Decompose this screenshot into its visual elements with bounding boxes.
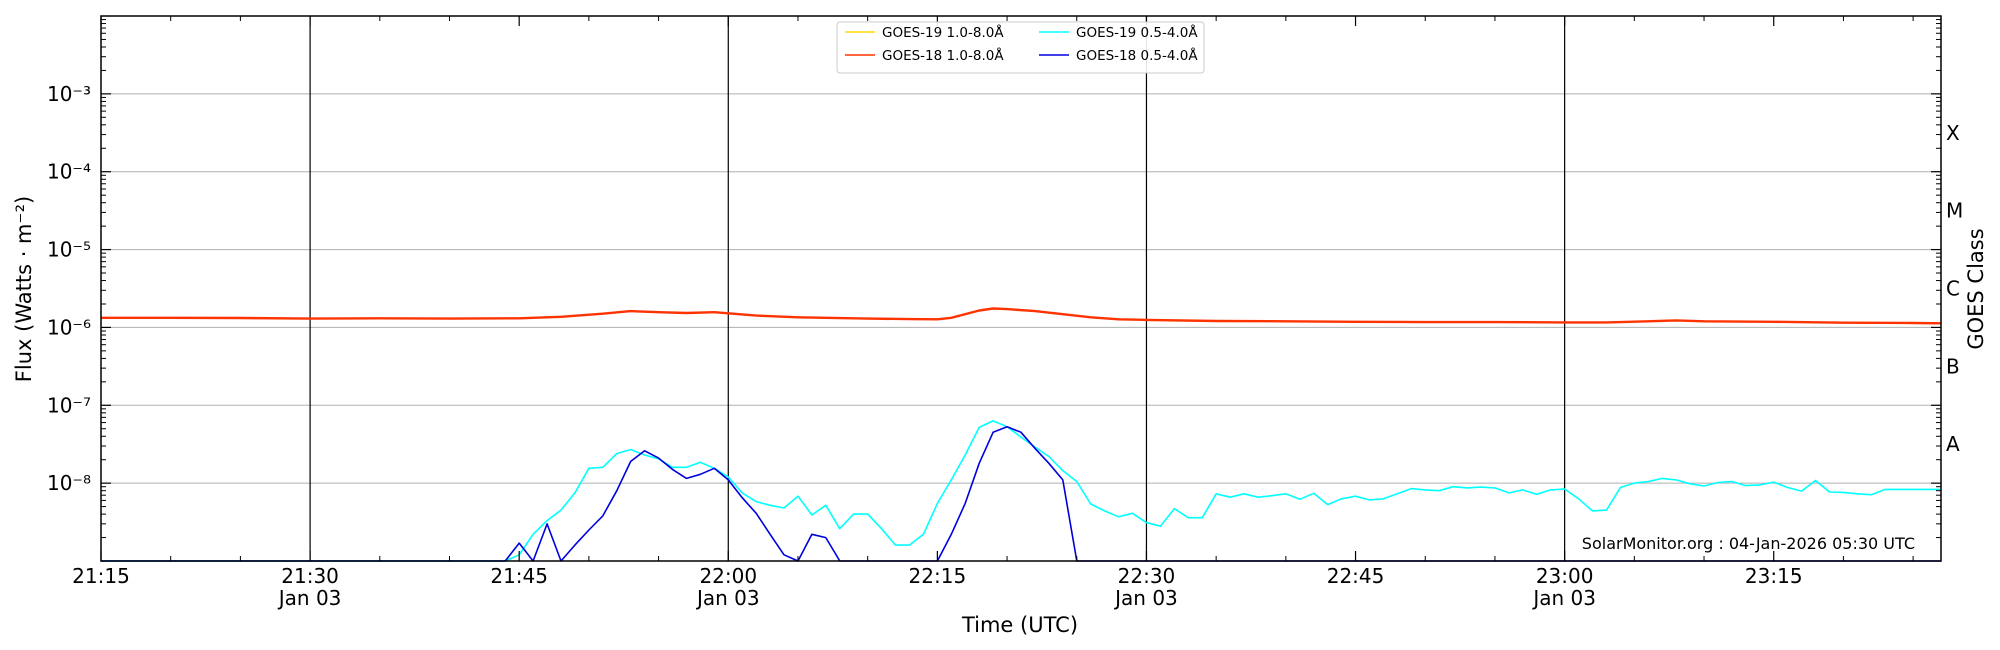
y-tick-label: 10⁻⁷ bbox=[47, 393, 91, 417]
goes-class-axis-title: GOES Class bbox=[1964, 228, 1988, 349]
series-line-3 bbox=[101, 425, 1941, 562]
x-axis-title: Time (UTC) bbox=[961, 613, 1078, 637]
x-tick-label: 22:30 bbox=[1118, 564, 1176, 588]
series-line-2 bbox=[101, 420, 1941, 562]
series-line-1 bbox=[101, 307, 1942, 325]
y-tick-label: 10⁻⁶ bbox=[47, 315, 91, 339]
x-tick-sublabel: Jan 03 bbox=[277, 586, 342, 610]
legend-items: GOES-19 1.0-8.0Å GOES-18 1.0-8.0Å GOES-19 … bbox=[845, 24, 1198, 64]
goes-class-label: X bbox=[1946, 121, 1960, 145]
x-tick-label: 22:00 bbox=[699, 564, 757, 588]
x-tick-label: 22:15 bbox=[909, 564, 967, 588]
goes-class-label: B bbox=[1946, 354, 1960, 378]
goes-class-label: M bbox=[1946, 199, 1963, 223]
goes-class-label: A bbox=[1946, 432, 1960, 456]
legend-label: GOES-18 0.5-4.0Å bbox=[1076, 47, 1198, 64]
ticks-layer bbox=[100, 16, 1941, 561]
y-tick-label: 10⁻⁴ bbox=[47, 160, 91, 184]
x-tick-label: 22:45 bbox=[1327, 564, 1385, 588]
series-layer bbox=[101, 307, 1942, 562]
legend: GOES-19 1.0-8.0Å GOES-18 1.0-8.0Å GOES-19 … bbox=[836, 21, 1205, 74]
x-tick-label: 21:45 bbox=[490, 564, 548, 588]
x-tick-label: 23:00 bbox=[1536, 564, 1594, 588]
x-tick-sublabel: Jan 03 bbox=[1531, 586, 1596, 610]
plot-frame bbox=[100, 15, 1942, 562]
legend-label: GOES-19 0.5-4.0Å bbox=[1076, 24, 1198, 41]
x-tick-label: 21:15 bbox=[72, 564, 130, 588]
legend-label: GOES-18 1.0-8.0Å bbox=[882, 47, 1004, 64]
x-tick-label: 21:30 bbox=[281, 564, 339, 588]
source-annotation: SolarMonitor.org : 04-Jan-2026 05:30 UTC bbox=[1582, 534, 1915, 553]
y-axis-title: Flux (Watts · m⁻²) bbox=[12, 196, 36, 382]
goes-class-label: C bbox=[1946, 277, 1960, 301]
x-tick-sublabel: Jan 03 bbox=[1113, 586, 1178, 610]
legend-box bbox=[836, 21, 1205, 74]
legend-label: GOES-19 1.0-8.0Å bbox=[882, 24, 1004, 41]
grid-layer bbox=[101, 16, 1941, 561]
x-tick-sublabel: Jan 03 bbox=[695, 586, 760, 610]
x-tick-label: 23:15 bbox=[1745, 564, 1803, 588]
y-tick-label: 10⁻⁵ bbox=[47, 238, 91, 262]
y-tick-label: 10⁻³ bbox=[47, 82, 91, 106]
y-tick-label: 10⁻⁸ bbox=[47, 471, 91, 495]
